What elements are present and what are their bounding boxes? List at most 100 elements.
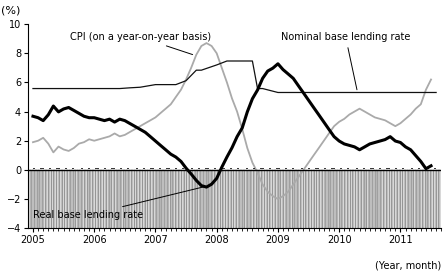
Bar xyxy=(238,170,240,228)
Bar xyxy=(207,170,208,228)
Bar xyxy=(240,170,242,228)
Bar xyxy=(287,170,289,228)
Bar xyxy=(360,170,362,228)
Bar xyxy=(222,170,224,228)
Bar xyxy=(350,170,351,228)
Bar xyxy=(420,170,422,228)
Bar xyxy=(194,170,195,228)
Bar xyxy=(149,170,151,228)
Bar xyxy=(318,170,320,228)
Bar xyxy=(371,170,372,228)
Bar xyxy=(441,170,442,228)
Bar xyxy=(373,170,375,228)
Bar xyxy=(230,170,232,228)
Bar xyxy=(389,170,390,228)
Bar xyxy=(84,170,86,228)
Bar xyxy=(345,170,346,228)
Bar xyxy=(90,170,91,228)
Bar xyxy=(326,170,328,228)
Bar xyxy=(228,170,229,228)
Bar xyxy=(72,170,73,228)
Bar xyxy=(183,170,185,228)
Bar xyxy=(261,170,263,228)
Bar xyxy=(256,170,257,228)
Bar xyxy=(259,170,260,228)
Bar xyxy=(100,170,101,228)
Bar xyxy=(422,170,424,228)
Bar xyxy=(311,170,312,228)
Bar xyxy=(160,170,161,228)
Bar xyxy=(38,170,39,228)
Bar xyxy=(277,170,278,228)
Bar xyxy=(69,170,71,228)
Bar xyxy=(92,170,94,228)
Bar xyxy=(274,170,276,228)
Text: Real base lending rate: Real base lending rate xyxy=(33,187,205,220)
Bar xyxy=(292,170,294,228)
Bar xyxy=(347,170,349,228)
Bar xyxy=(248,170,250,228)
Bar xyxy=(196,170,198,228)
Bar xyxy=(378,170,380,228)
Bar xyxy=(305,170,307,228)
Bar xyxy=(43,170,44,228)
Bar xyxy=(56,170,58,228)
Bar xyxy=(215,170,216,228)
Bar xyxy=(48,170,50,228)
Bar xyxy=(303,170,304,228)
Bar xyxy=(202,170,203,228)
Bar xyxy=(253,170,255,228)
Bar xyxy=(313,170,315,228)
Bar xyxy=(63,170,65,228)
Bar xyxy=(233,170,234,228)
Bar xyxy=(152,170,154,228)
Bar xyxy=(316,170,317,228)
Bar xyxy=(108,170,110,228)
Bar xyxy=(368,170,369,228)
Bar xyxy=(59,170,60,228)
Bar xyxy=(279,170,281,228)
Bar xyxy=(334,170,336,228)
Bar xyxy=(235,170,237,228)
Bar xyxy=(394,170,396,228)
Bar xyxy=(342,170,343,228)
Bar xyxy=(74,170,76,228)
Bar xyxy=(295,170,297,228)
Bar xyxy=(199,170,200,228)
Bar xyxy=(308,170,310,228)
Text: Nominal base lending rate: Nominal base lending rate xyxy=(281,32,410,90)
Bar xyxy=(66,170,68,228)
Bar xyxy=(35,170,37,228)
Bar xyxy=(27,170,29,228)
Bar xyxy=(363,170,364,228)
Bar xyxy=(116,170,117,228)
Bar xyxy=(165,170,167,228)
Text: CPI (on a year-on-year basis): CPI (on a year-on-year basis) xyxy=(70,32,211,54)
Bar xyxy=(144,170,146,228)
Bar xyxy=(352,170,354,228)
Bar xyxy=(142,170,143,228)
Bar xyxy=(46,170,47,228)
Bar xyxy=(77,170,78,228)
Bar xyxy=(217,170,219,228)
Bar xyxy=(139,170,141,228)
Bar xyxy=(399,170,401,228)
Bar xyxy=(170,170,172,228)
Bar xyxy=(103,170,104,228)
Bar xyxy=(290,170,291,228)
Bar xyxy=(409,170,411,228)
Bar xyxy=(298,170,299,228)
Bar xyxy=(176,170,177,228)
Bar xyxy=(51,170,52,228)
Bar xyxy=(375,170,377,228)
Text: (Year, month): (Year, month) xyxy=(375,261,442,271)
Bar xyxy=(412,170,413,228)
Bar xyxy=(264,170,266,228)
Bar xyxy=(358,170,359,228)
Bar xyxy=(129,170,130,228)
Bar xyxy=(381,170,383,228)
Bar xyxy=(435,170,437,228)
Bar xyxy=(155,170,156,228)
Bar xyxy=(163,170,164,228)
Bar xyxy=(355,170,356,228)
